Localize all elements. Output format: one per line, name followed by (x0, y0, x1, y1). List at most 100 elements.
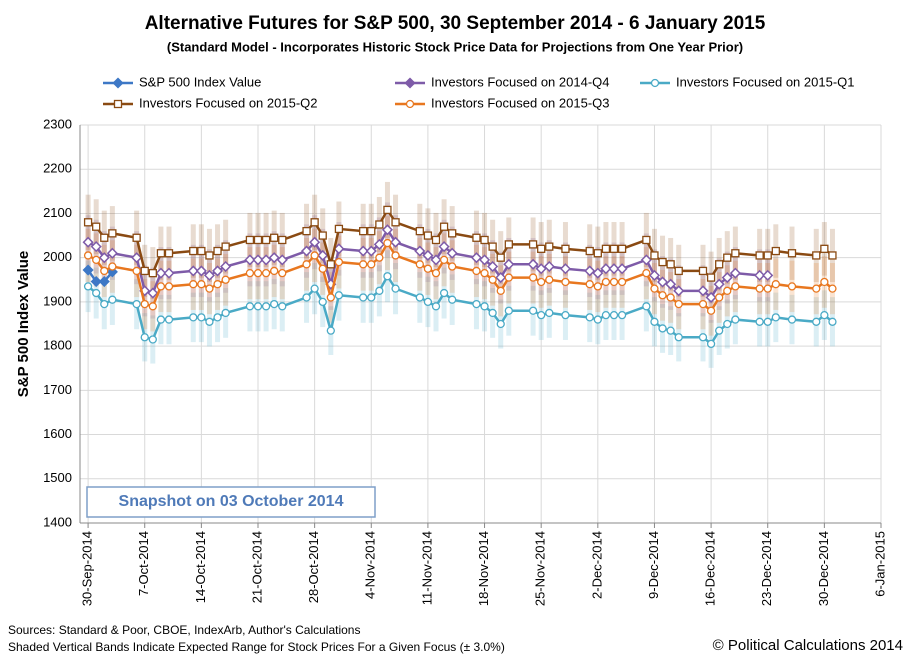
data-point (359, 293, 368, 302)
data-point (771, 313, 780, 322)
data-point (211, 265, 224, 277)
data-point (609, 277, 619, 287)
data-point (731, 249, 740, 258)
data-point (439, 288, 449, 298)
data-point (270, 233, 279, 242)
data-point (723, 319, 732, 329)
data-point (537, 311, 546, 320)
data-point (261, 268, 271, 278)
data-point (787, 249, 797, 258)
data-point (187, 265, 199, 277)
data-point (203, 269, 216, 281)
legend-marker (112, 77, 124, 89)
data-point (488, 242, 497, 251)
data-point (100, 233, 109, 242)
data-point (828, 251, 837, 260)
data-point (278, 268, 287, 278)
data-point (108, 229, 117, 238)
data-point (189, 280, 198, 289)
data-point (90, 241, 102, 253)
data-point (431, 302, 441, 311)
legend-marker (650, 78, 660, 88)
legend-marker (405, 99, 415, 109)
data-point (543, 260, 555, 273)
data-point (559, 263, 572, 275)
data-point (156, 249, 166, 258)
data-point (375, 286, 384, 295)
data-point (472, 266, 481, 276)
data-point (448, 262, 457, 271)
data-point (164, 315, 174, 324)
x-tick-label: 25-Nov-2014 (533, 531, 548, 606)
data-point (326, 326, 335, 335)
data-point (601, 311, 611, 320)
data-point (528, 240, 538, 249)
data-point (318, 231, 327, 240)
data-point (195, 265, 207, 277)
data-point (391, 218, 400, 227)
data-point (715, 326, 724, 335)
data-point (545, 275, 554, 284)
data-point (422, 249, 434, 262)
data-point (98, 275, 110, 288)
data-point (245, 268, 255, 278)
footnote: Shaded Vertical Bands Indicate Expected … (8, 640, 505, 654)
data-point (561, 311, 570, 320)
data-point (100, 266, 109, 276)
data-point (438, 241, 450, 253)
data-point (244, 254, 256, 266)
data-point (205, 284, 214, 293)
data-point (357, 245, 369, 257)
data-point (755, 251, 764, 260)
data-point (415, 293, 424, 302)
data-point (723, 253, 732, 262)
annotation: Snapshot on 03 October 2014 (119, 493, 344, 510)
data-point (715, 293, 724, 302)
data-point (92, 222, 101, 231)
data-point (164, 249, 174, 258)
data-point (480, 268, 489, 278)
data-point (697, 285, 709, 297)
data-point (713, 278, 725, 290)
data-point (495, 272, 507, 284)
y-tick-label: 1900 (43, 293, 72, 308)
data-point (415, 226, 424, 236)
data-point (92, 255, 101, 265)
data-point (334, 257, 344, 267)
data-point (666, 326, 675, 335)
y-tick-label: 2100 (43, 205, 72, 220)
y-tick-label: 1400 (43, 514, 72, 529)
data-point (310, 284, 319, 293)
data-point (302, 260, 311, 269)
data-point (326, 260, 335, 269)
data-point (414, 245, 426, 257)
data-point (729, 267, 741, 279)
y-tick-label: 2300 (43, 116, 72, 131)
data-point (205, 251, 214, 260)
data-point (310, 251, 319, 260)
data-point (715, 260, 724, 269)
y-tick-label: 1800 (43, 338, 72, 353)
data-point (431, 235, 441, 245)
data-point (197, 280, 206, 289)
y-tick-label: 2200 (43, 161, 72, 176)
data-point (545, 308, 554, 318)
data-point (245, 302, 255, 311)
data-point (317, 249, 329, 262)
data-point (205, 317, 214, 326)
data-point (302, 293, 311, 302)
data-point (755, 284, 764, 293)
data-point (439, 222, 449, 231)
data-point (90, 275, 102, 288)
data-point (375, 253, 384, 262)
data-point (156, 282, 166, 291)
data-point (92, 288, 101, 298)
data-point (496, 286, 505, 295)
data-point (309, 236, 321, 248)
data-point (197, 246, 206, 256)
data-point (156, 315, 166, 324)
data-point (253, 235, 263, 245)
data-point (754, 269, 766, 281)
data-point (472, 233, 481, 242)
data-point (472, 299, 481, 309)
